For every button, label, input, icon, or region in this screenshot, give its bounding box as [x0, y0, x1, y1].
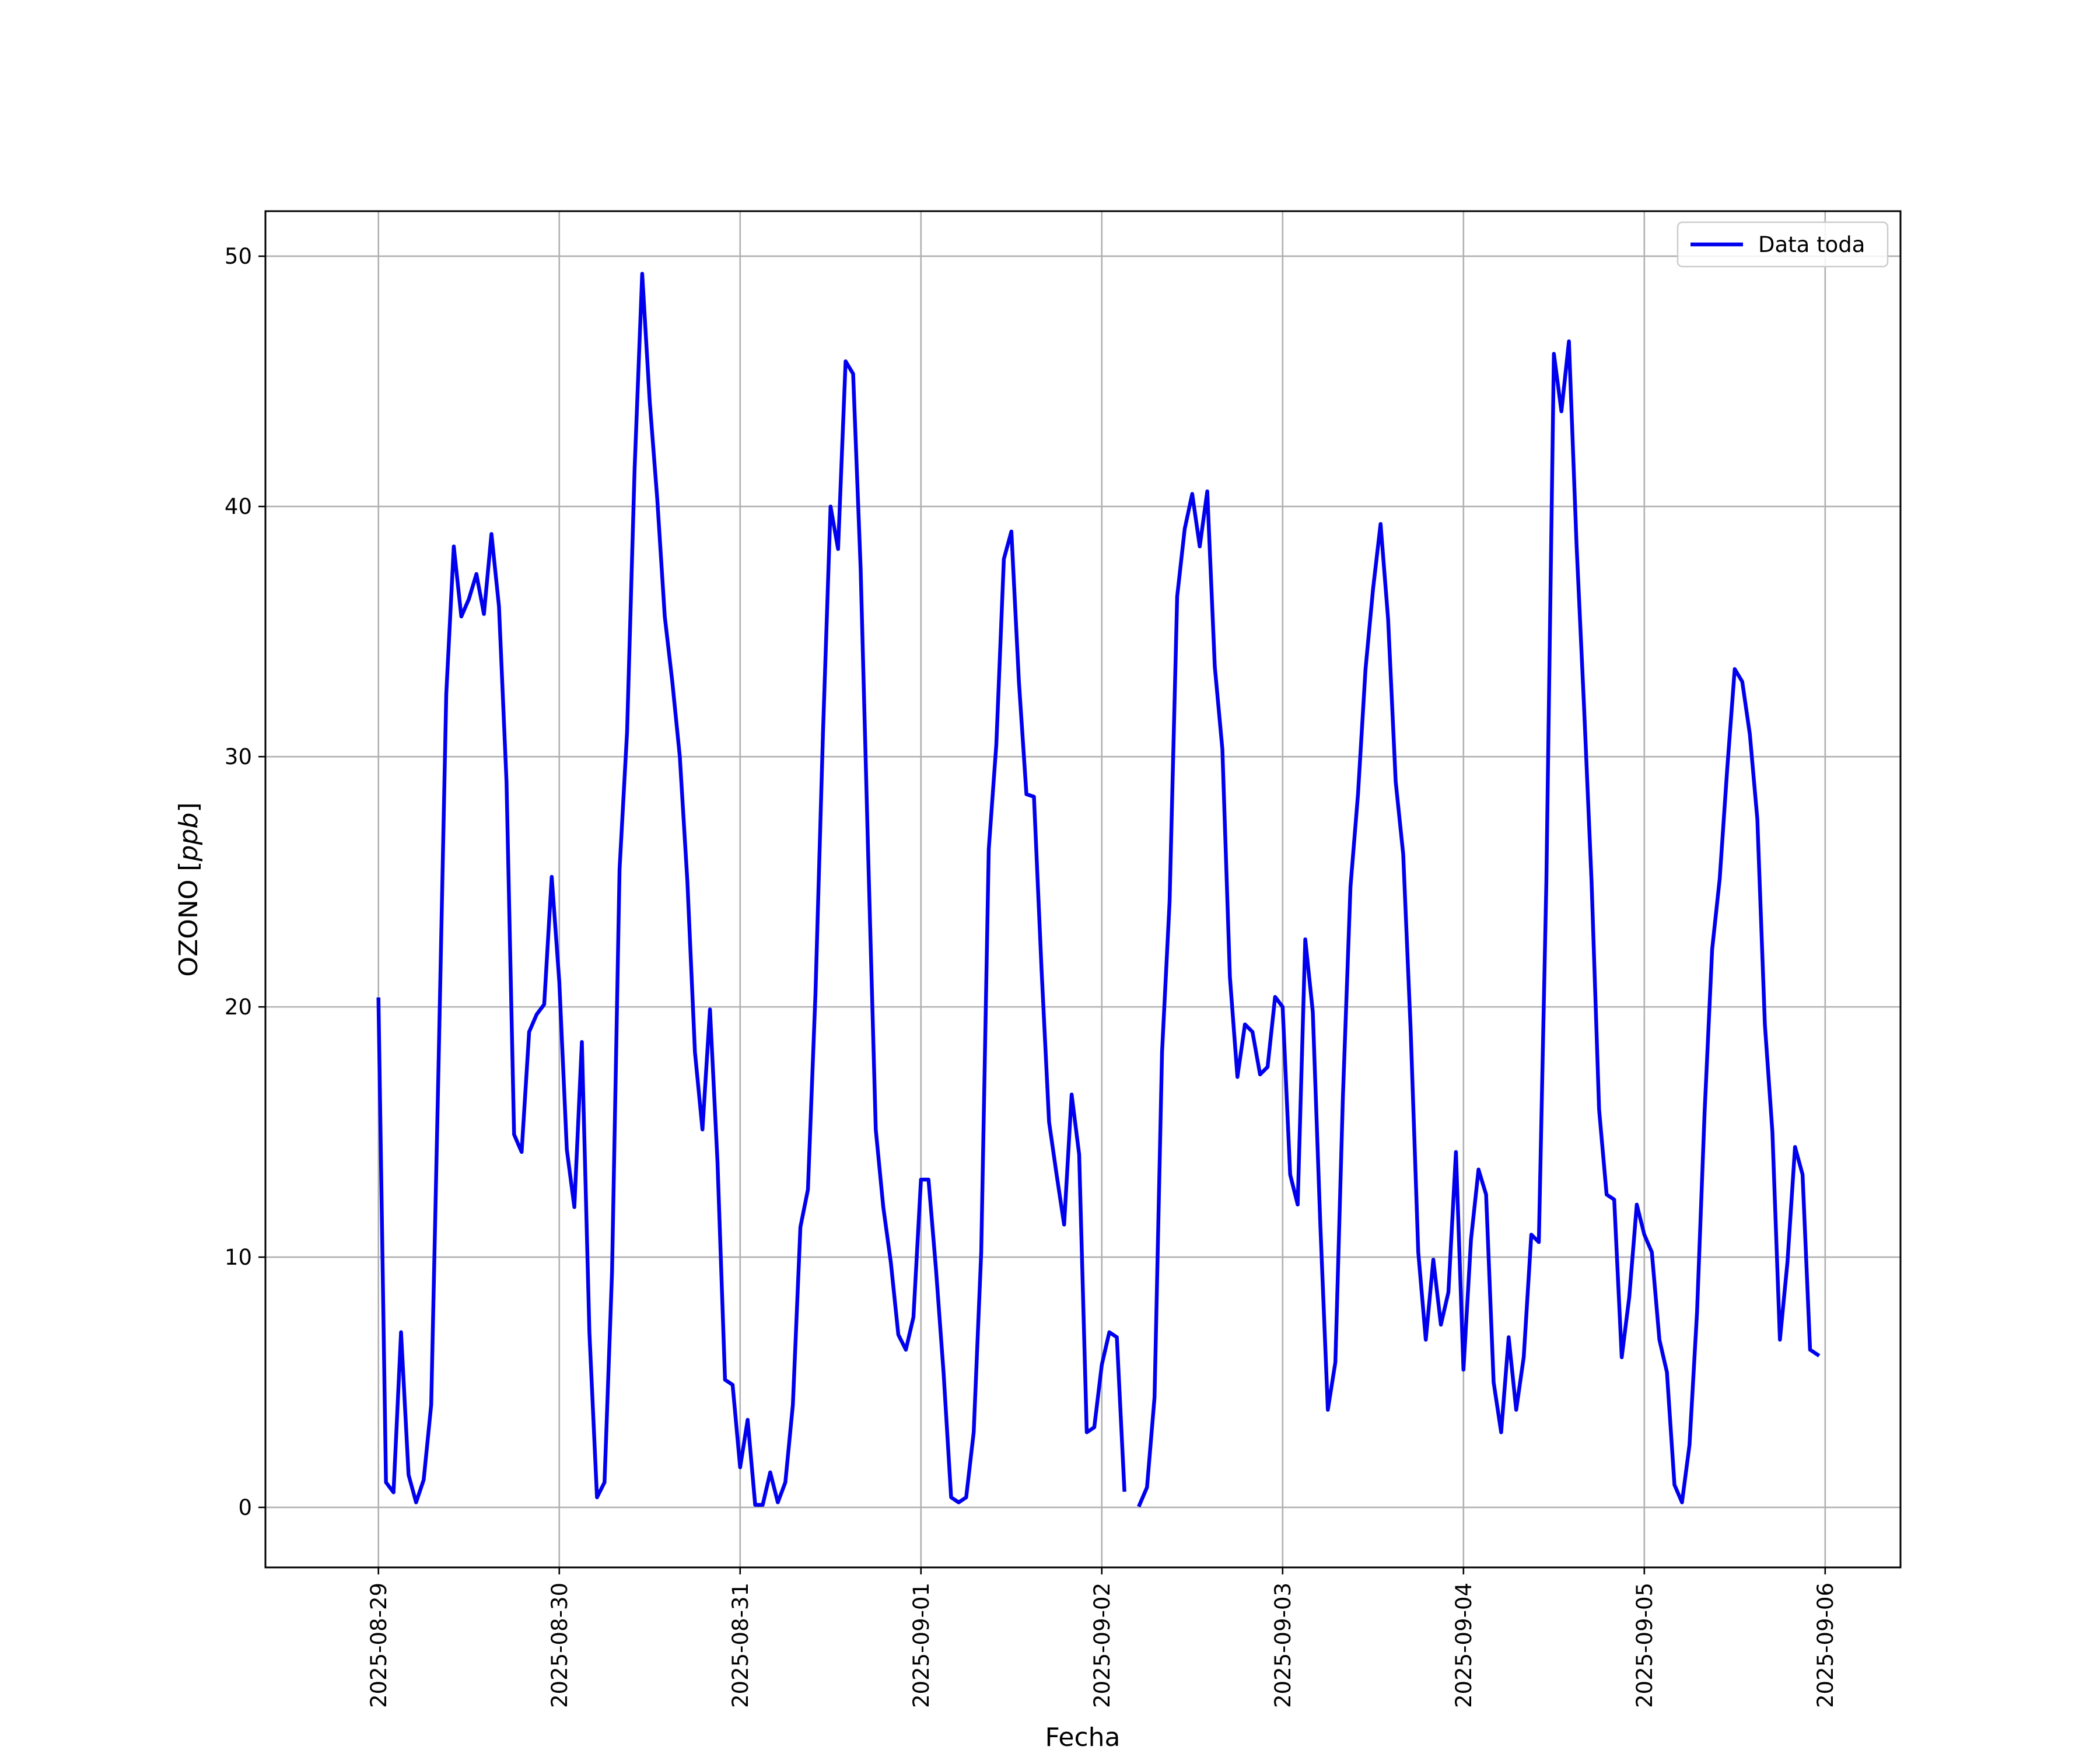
y-axis-title-close: ] [174, 802, 204, 812]
x-tick-label: 2025-09-01 [909, 1583, 934, 1708]
y-tick-label: 40 [225, 494, 252, 519]
legend-box [1676, 221, 1889, 268]
y-tick-label: 50 [225, 244, 252, 269]
x-tick-label: 2025-08-29 [366, 1583, 391, 1708]
legend-label: Data toda [1758, 232, 1865, 257]
x-tick-label: 2025-09-06 [1813, 1583, 1838, 1708]
legend: Data toda [1676, 221, 1889, 268]
x-tick-label: 2025-09-02 [1090, 1583, 1115, 1708]
y-tick-label: 10 [225, 1245, 252, 1270]
x-axis-title: Fecha [1045, 1723, 1120, 1750]
y-axis-title-text: OZONO [ [174, 861, 204, 977]
y-tick-label: 0 [238, 1495, 252, 1520]
y-tick-label: 30 [225, 744, 252, 769]
x-tick-label: 2025-08-31 [728, 1583, 753, 1708]
x-tick-label: 2025-09-04 [1451, 1583, 1476, 1708]
y-axis-title: OZONO [ppb] [174, 802, 204, 977]
axis-ticks: 2025-08-29 2025-08-30 2025-08-31 2025-09-01… [225, 244, 1838, 1708]
series-layer [376, 271, 1821, 1508]
x-tick-label: 2025-08-30 [547, 1583, 572, 1708]
series-line-segment [1137, 339, 1821, 1508]
series-line-segment [376, 271, 1126, 1507]
y-tick-label: 20 [225, 995, 252, 1020]
x-tick-label: 2025-09-03 [1270, 1583, 1296, 1708]
plot-frame [264, 210, 1902, 1569]
x-tick-label: 2025-09-05 [1632, 1583, 1657, 1708]
y-axis-title-unit: ppb [174, 813, 204, 862]
